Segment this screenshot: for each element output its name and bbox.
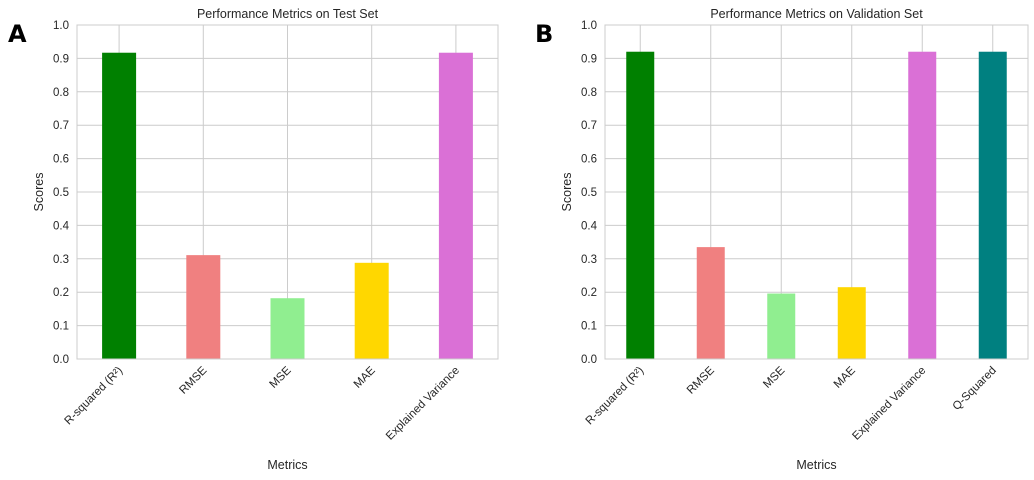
y-tick-label: 0.0: [581, 354, 597, 366]
bar-r-squared-r: [102, 52, 137, 360]
x-tick-label: Q-Squared: [951, 365, 999, 413]
y-tick-label: 0.0: [53, 354, 69, 366]
bar-rmse: [186, 255, 221, 359]
y-tick-label: 0.4: [53, 220, 70, 232]
x-tick-label: Explained Variance: [384, 365, 462, 443]
y-tick-label: 0.5: [581, 187, 597, 199]
bar-mae: [354, 262, 389, 359]
y-axis-label: Scores: [32, 173, 46, 212]
chart-panel-a: A 0.0 0.1 0.2 0.3 0.4 0.5 0.6 0.7 0.8 0.9 1.0 R-squa…: [8, 7, 499, 472]
y-tick-label: 0.6: [581, 154, 597, 166]
y-tick-label: 0.6: [53, 154, 69, 166]
bar-mse: [767, 293, 796, 359]
y-tick-label: 0.5: [53, 187, 69, 199]
x-tick-label: MSE: [761, 364, 787, 390]
y-tick-label: 0.1: [581, 321, 597, 333]
bar-explained-variance: [908, 51, 937, 359]
y-tick-label: 0.1: [53, 321, 69, 333]
y-axis-label: Scores: [560, 173, 574, 212]
plot-frame: [604, 24, 1029, 360]
chart-title: Performance Metrics on Validation Set: [710, 7, 923, 21]
y-tick-label: 0.8: [581, 87, 597, 99]
x-tick-label: R-squared (R²): [63, 365, 126, 428]
x-axis-label: Metrics: [796, 458, 836, 472]
y-tick-label: 0.7: [53, 120, 69, 132]
x-tick-label: RMSE: [177, 364, 209, 396]
y-tick-label: 0.9: [53, 53, 69, 65]
y-tick-label: 1.0: [581, 20, 597, 32]
x-tick-label: RMSE: [685, 364, 717, 396]
panel-letter: A: [8, 20, 27, 48]
bar-mae: [837, 287, 866, 359]
x-tick-label: MAE: [832, 364, 858, 390]
bar-rmse: [696, 247, 725, 359]
y-tick-label: 0.2: [53, 287, 69, 299]
y-tick-label: 0.3: [581, 254, 597, 266]
bar-mse: [270, 298, 305, 359]
x-tick-label: MSE: [268, 364, 294, 390]
chart-title: Performance Metrics on Test Set: [197, 7, 379, 21]
y-tick-label: 1.0: [53, 20, 69, 32]
x-tick-label: R-squared (R²): [584, 365, 647, 428]
y-tick-label: 0.2: [581, 287, 597, 299]
y-tick-label: 0.8: [53, 87, 69, 99]
bar-explained-variance: [438, 52, 473, 360]
y-tick-label: 0.9: [581, 53, 597, 65]
x-tick-label: MAE: [352, 364, 378, 390]
bar-q-squared: [978, 51, 1007, 359]
y-tick-label: 0.7: [581, 120, 597, 132]
x-axis-label: Metrics: [267, 458, 307, 472]
plot-frame: [76, 24, 499, 360]
panel-letter: B: [535, 20, 553, 48]
bar-r-squared-r: [626, 51, 655, 359]
x-tick-label: Explained Variance: [850, 365, 928, 443]
y-tick-label: 0.3: [53, 254, 69, 266]
y-tick-label: 0.4: [581, 220, 598, 232]
chart-panel-b: B 0.0 0.1 0.2 0.3 0.4 0.5 0.6 0.7 0.8 0.9 1.0 R-squa…: [535, 7, 1029, 472]
